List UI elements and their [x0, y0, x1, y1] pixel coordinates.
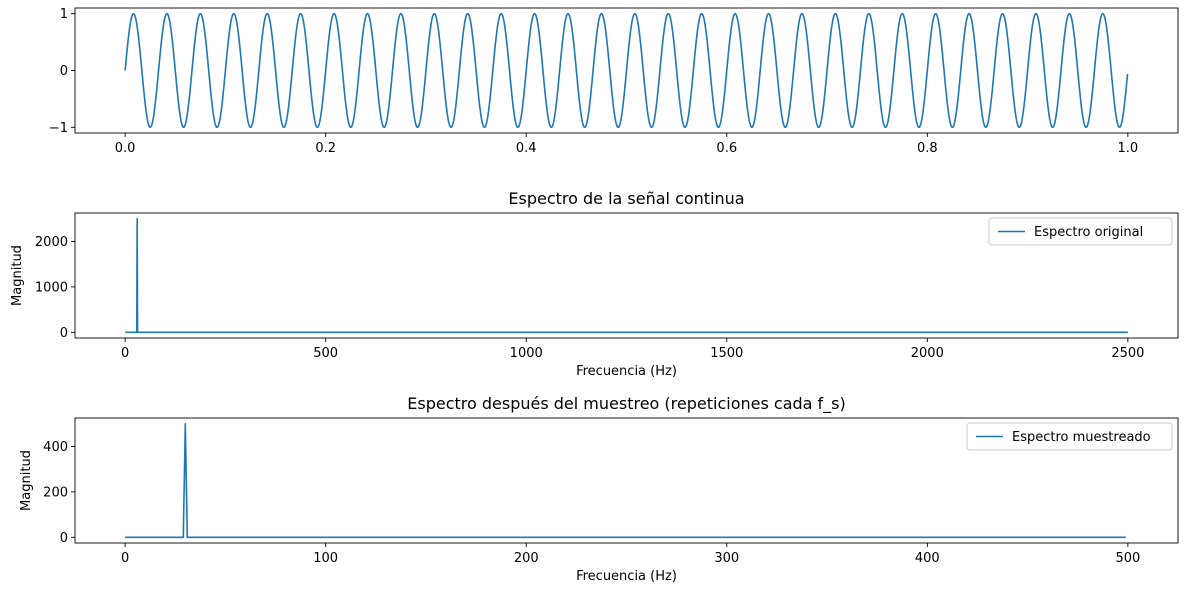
y-tick-label: −1 — [49, 121, 68, 136]
chart-title: Espectro de la señal continua — [508, 189, 744, 208]
y-axis-label: Magnitud — [19, 450, 34, 511]
y-tick-label: 400 — [43, 440, 68, 455]
x-tick-label: 500 — [313, 346, 338, 361]
x-tick-label: 2000 — [911, 346, 944, 361]
x-tick-label: 200 — [514, 551, 539, 566]
x-tick-label: 0 — [121, 346, 129, 361]
legend: Espectro original — [988, 217, 1173, 246]
x-tick-label: 400 — [915, 551, 940, 566]
series-line-1 — [124, 12, 1129, 129]
x-tick-label: 0.4 — [516, 141, 537, 156]
subplot-3: 0 100 200 300 400 500 0 200 400 Espectro después … — [19, 394, 1179, 584]
x-tick-label: 1500 — [710, 346, 743, 361]
x-tick-label: 0.0 — [115, 141, 136, 156]
legend: Espectro muestreado — [966, 422, 1173, 451]
x-axis-label: Frecuencia (Hz) — [576, 364, 677, 379]
y-axis-label: Magnitud — [10, 245, 25, 306]
x-axis-label: Frecuencia (Hz) — [576, 569, 677, 584]
y-tick-label: 0 — [60, 326, 68, 341]
y-tick-label: 2000 — [35, 235, 68, 250]
chart-title: Espectro después del muestreo (repeticio… — [407, 394, 846, 414]
y-tick-label: 1 — [60, 7, 68, 22]
y-tick-label: 0 — [60, 531, 68, 546]
x-tick-label: 0.6 — [716, 141, 737, 156]
legend-box — [988, 217, 1173, 246]
x-tick-label: 2500 — [1111, 346, 1144, 361]
x-tick-label: 0.8 — [917, 141, 938, 156]
y-tick-label: 0 — [60, 64, 68, 79]
series-line-1 — [125, 422, 1126, 539]
x-tick-label: 500 — [1115, 551, 1140, 566]
y-tick-label: 1000 — [35, 280, 68, 295]
legend-box — [966, 422, 1173, 451]
x-tick-label: 1000 — [510, 346, 543, 361]
legend-label: Espectro muestreado — [1012, 430, 1151, 445]
y-tick-label: 200 — [43, 485, 68, 500]
x-tick-label: 0.2 — [315, 141, 336, 156]
x-tick-label: 100 — [313, 551, 338, 566]
subplot-1: 0.0 0.2 0.4 0.6 0.8 1.0 −1 0 1 — [49, 7, 1179, 156]
series-line-1 — [125, 217, 1128, 334]
x-tick-label: 0 — [121, 551, 129, 566]
x-tick-label: 300 — [714, 551, 739, 566]
axes-frame — [74, 212, 1179, 339]
x-tick-label: 1.0 — [1118, 141, 1139, 156]
subplot-2: 0 500 1000 1500 2000 2500 0 1000 2000 Espectro de… — [10, 189, 1179, 379]
legend-label: Espectro original — [1034, 225, 1143, 240]
axes-frame — [74, 417, 1179, 544]
